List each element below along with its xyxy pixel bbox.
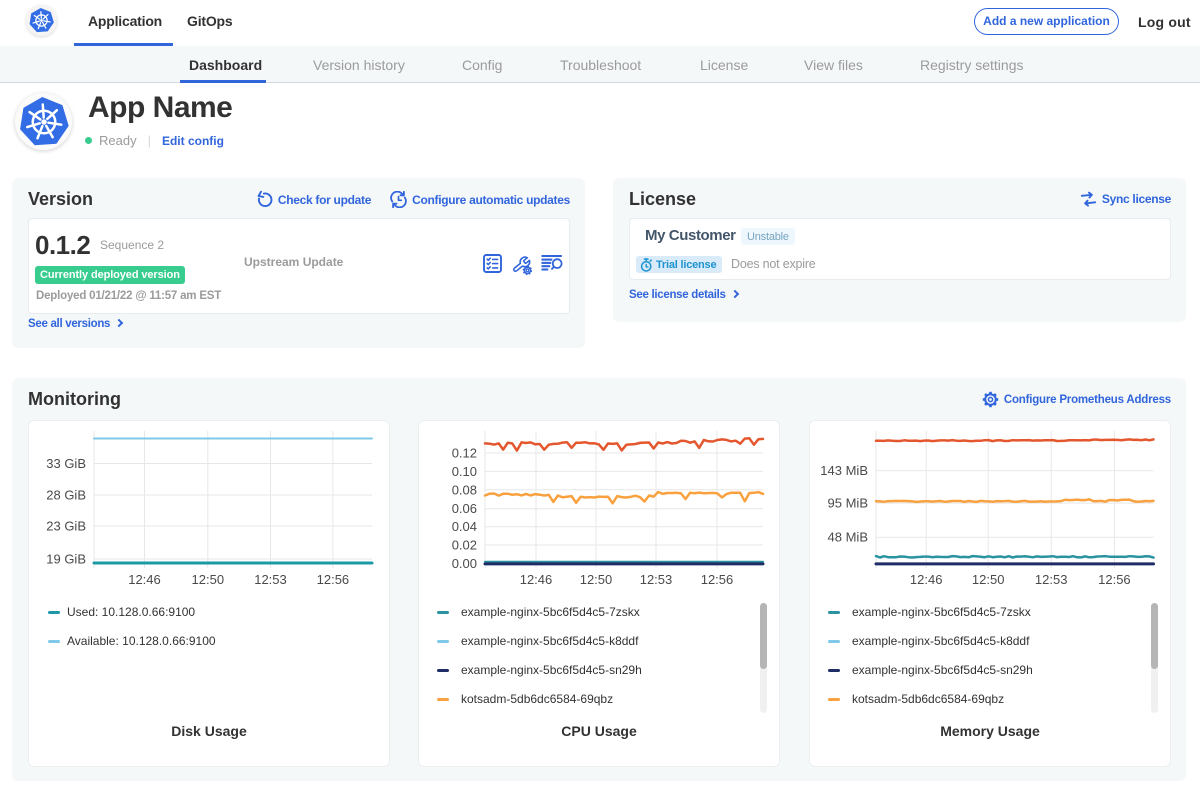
svg-text:0.08: 0.08 bbox=[452, 482, 477, 497]
svg-text:0.12: 0.12 bbox=[452, 446, 477, 461]
svg-text:48 MiB: 48 MiB bbox=[828, 530, 868, 545]
svg-text:28 GiB: 28 GiB bbox=[46, 488, 86, 503]
svg-text:12:56: 12:56 bbox=[701, 572, 734, 587]
svg-text:12:53: 12:53 bbox=[254, 572, 287, 587]
svg-text:12:56: 12:56 bbox=[1098, 572, 1131, 587]
svg-text:12:50: 12:50 bbox=[580, 572, 613, 587]
svg-text:12:50: 12:50 bbox=[192, 572, 225, 587]
svg-text:23 GiB: 23 GiB bbox=[46, 519, 86, 534]
svg-text:0.00: 0.00 bbox=[452, 556, 477, 571]
svg-text:12:53: 12:53 bbox=[640, 572, 673, 587]
svg-text:12:46: 12:46 bbox=[910, 572, 943, 587]
svg-text:143 MiB: 143 MiB bbox=[820, 463, 868, 478]
svg-text:0.02: 0.02 bbox=[452, 538, 477, 553]
svg-text:95 MiB: 95 MiB bbox=[828, 496, 868, 511]
svg-text:19 GiB: 19 GiB bbox=[46, 552, 86, 567]
svg-text:12:50: 12:50 bbox=[972, 572, 1005, 587]
svg-text:12:56: 12:56 bbox=[317, 572, 350, 587]
svg-text:0.06: 0.06 bbox=[452, 501, 477, 516]
svg-text:0.10: 0.10 bbox=[452, 464, 477, 479]
svg-text:12:46: 12:46 bbox=[520, 572, 553, 587]
svg-text:33 GiB: 33 GiB bbox=[46, 456, 86, 471]
svg-text:0.04: 0.04 bbox=[452, 519, 477, 534]
svg-text:12:53: 12:53 bbox=[1035, 572, 1068, 587]
svg-text:12:46: 12:46 bbox=[128, 572, 161, 587]
